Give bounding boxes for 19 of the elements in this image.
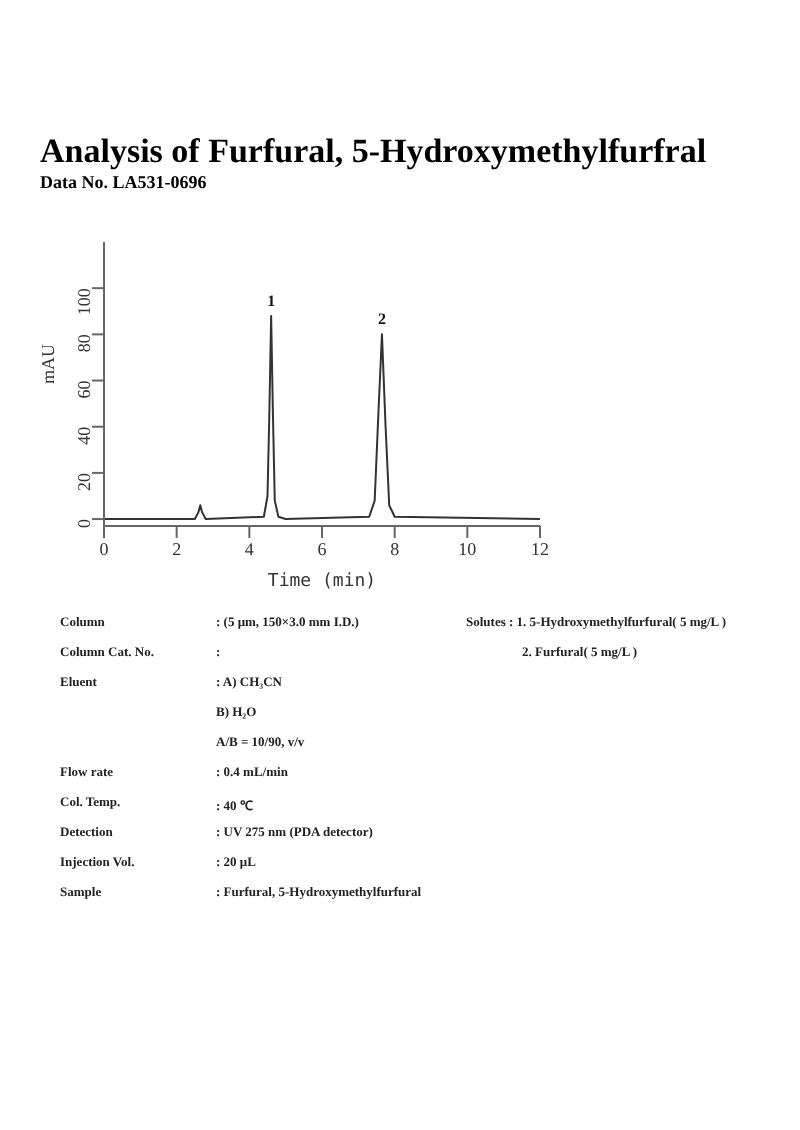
y-tick-label: 80	[74, 333, 95, 353]
y-tick-label: 20	[74, 471, 95, 491]
annotation: 2	[377, 310, 386, 329]
x-tick-label: 2	[172, 538, 182, 559]
y-axis-title: mAU	[38, 343, 59, 384]
x-axis-title: Time (min)	[267, 572, 377, 592]
x-tick-label: 8	[390, 538, 401, 559]
x-tick-label: 10	[458, 538, 478, 559]
x-tick-label: 12	[531, 538, 549, 559]
y-tick-label: 60	[74, 379, 95, 399]
x-tick-label: 6	[317, 538, 328, 559]
y-tick-label: 0	[74, 518, 95, 529]
y-tick-label: 40	[74, 425, 95, 445]
x-tick-label: 0	[99, 538, 110, 559]
chart-subtitle: Data No. LA531-0696	[40, 172, 209, 192]
y-tick-label: 100	[74, 287, 95, 316]
x-tick-label: 4	[244, 538, 255, 559]
annotation: 1	[267, 291, 276, 310]
chart-title: Analysis of Furfural, 5-Hydroxymethylfurfral	[40, 132, 707, 172]
